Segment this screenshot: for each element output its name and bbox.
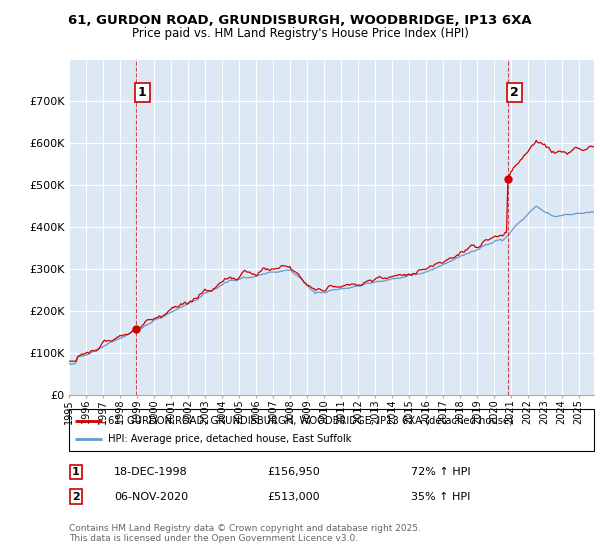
Text: 1: 1: [138, 86, 147, 99]
Text: 2: 2: [72, 492, 80, 502]
Text: HPI: Average price, detached house, East Suffolk: HPI: Average price, detached house, East…: [108, 434, 352, 444]
Text: 61, GURDON ROAD, GRUNDISBURGH, WOODBRIDGE, IP13 6XA: 61, GURDON ROAD, GRUNDISBURGH, WOODBRIDG…: [68, 14, 532, 27]
Text: 72% ↑ HPI: 72% ↑ HPI: [411, 467, 470, 477]
Text: 61, GURDON ROAD, GRUNDISBURGH, WOODBRIDGE, IP13 6XA (detached house): 61, GURDON ROAD, GRUNDISBURGH, WOODBRIDG…: [108, 416, 513, 426]
Text: 2: 2: [510, 86, 518, 99]
Text: 18-DEC-1998: 18-DEC-1998: [114, 467, 188, 477]
Text: 06-NOV-2020: 06-NOV-2020: [114, 492, 188, 502]
Text: 1: 1: [72, 467, 80, 477]
Text: £513,000: £513,000: [267, 492, 320, 502]
Text: Contains HM Land Registry data © Crown copyright and database right 2025.
This d: Contains HM Land Registry data © Crown c…: [69, 524, 421, 543]
Text: £156,950: £156,950: [267, 467, 320, 477]
Text: 35% ↑ HPI: 35% ↑ HPI: [411, 492, 470, 502]
Text: Price paid vs. HM Land Registry's House Price Index (HPI): Price paid vs. HM Land Registry's House …: [131, 27, 469, 40]
